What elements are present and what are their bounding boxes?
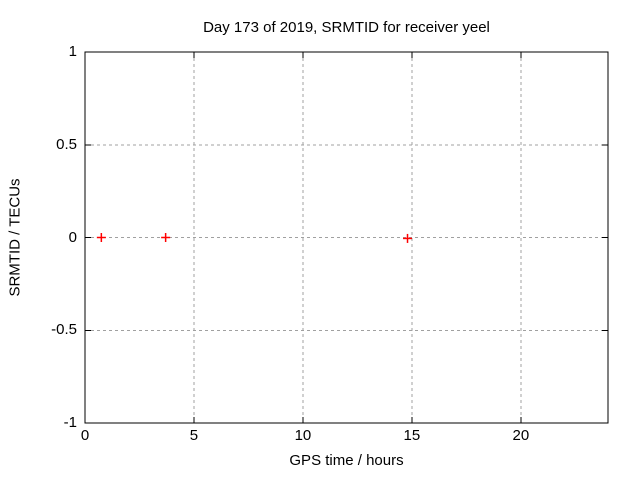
x-axis-label: GPS time / hours [289,452,404,469]
chart-title: Day 173 of 2019, SRMTID for receiver yee… [203,19,490,36]
y-tick-label: -1 [63,414,77,431]
x-tick-label: 0 [80,427,90,444]
x-tick-label: 20 [512,427,530,444]
x-tick-label: 5 [189,427,199,444]
y-tick-label: 0.5 [56,135,77,153]
x-tick-label: 10 [294,427,312,444]
x-tick-label: 15 [403,427,421,444]
y-tick-label: -0.5 [51,321,77,339]
y-tick-label: 0 [68,228,77,246]
y-tick-label: 1 [68,43,77,60]
